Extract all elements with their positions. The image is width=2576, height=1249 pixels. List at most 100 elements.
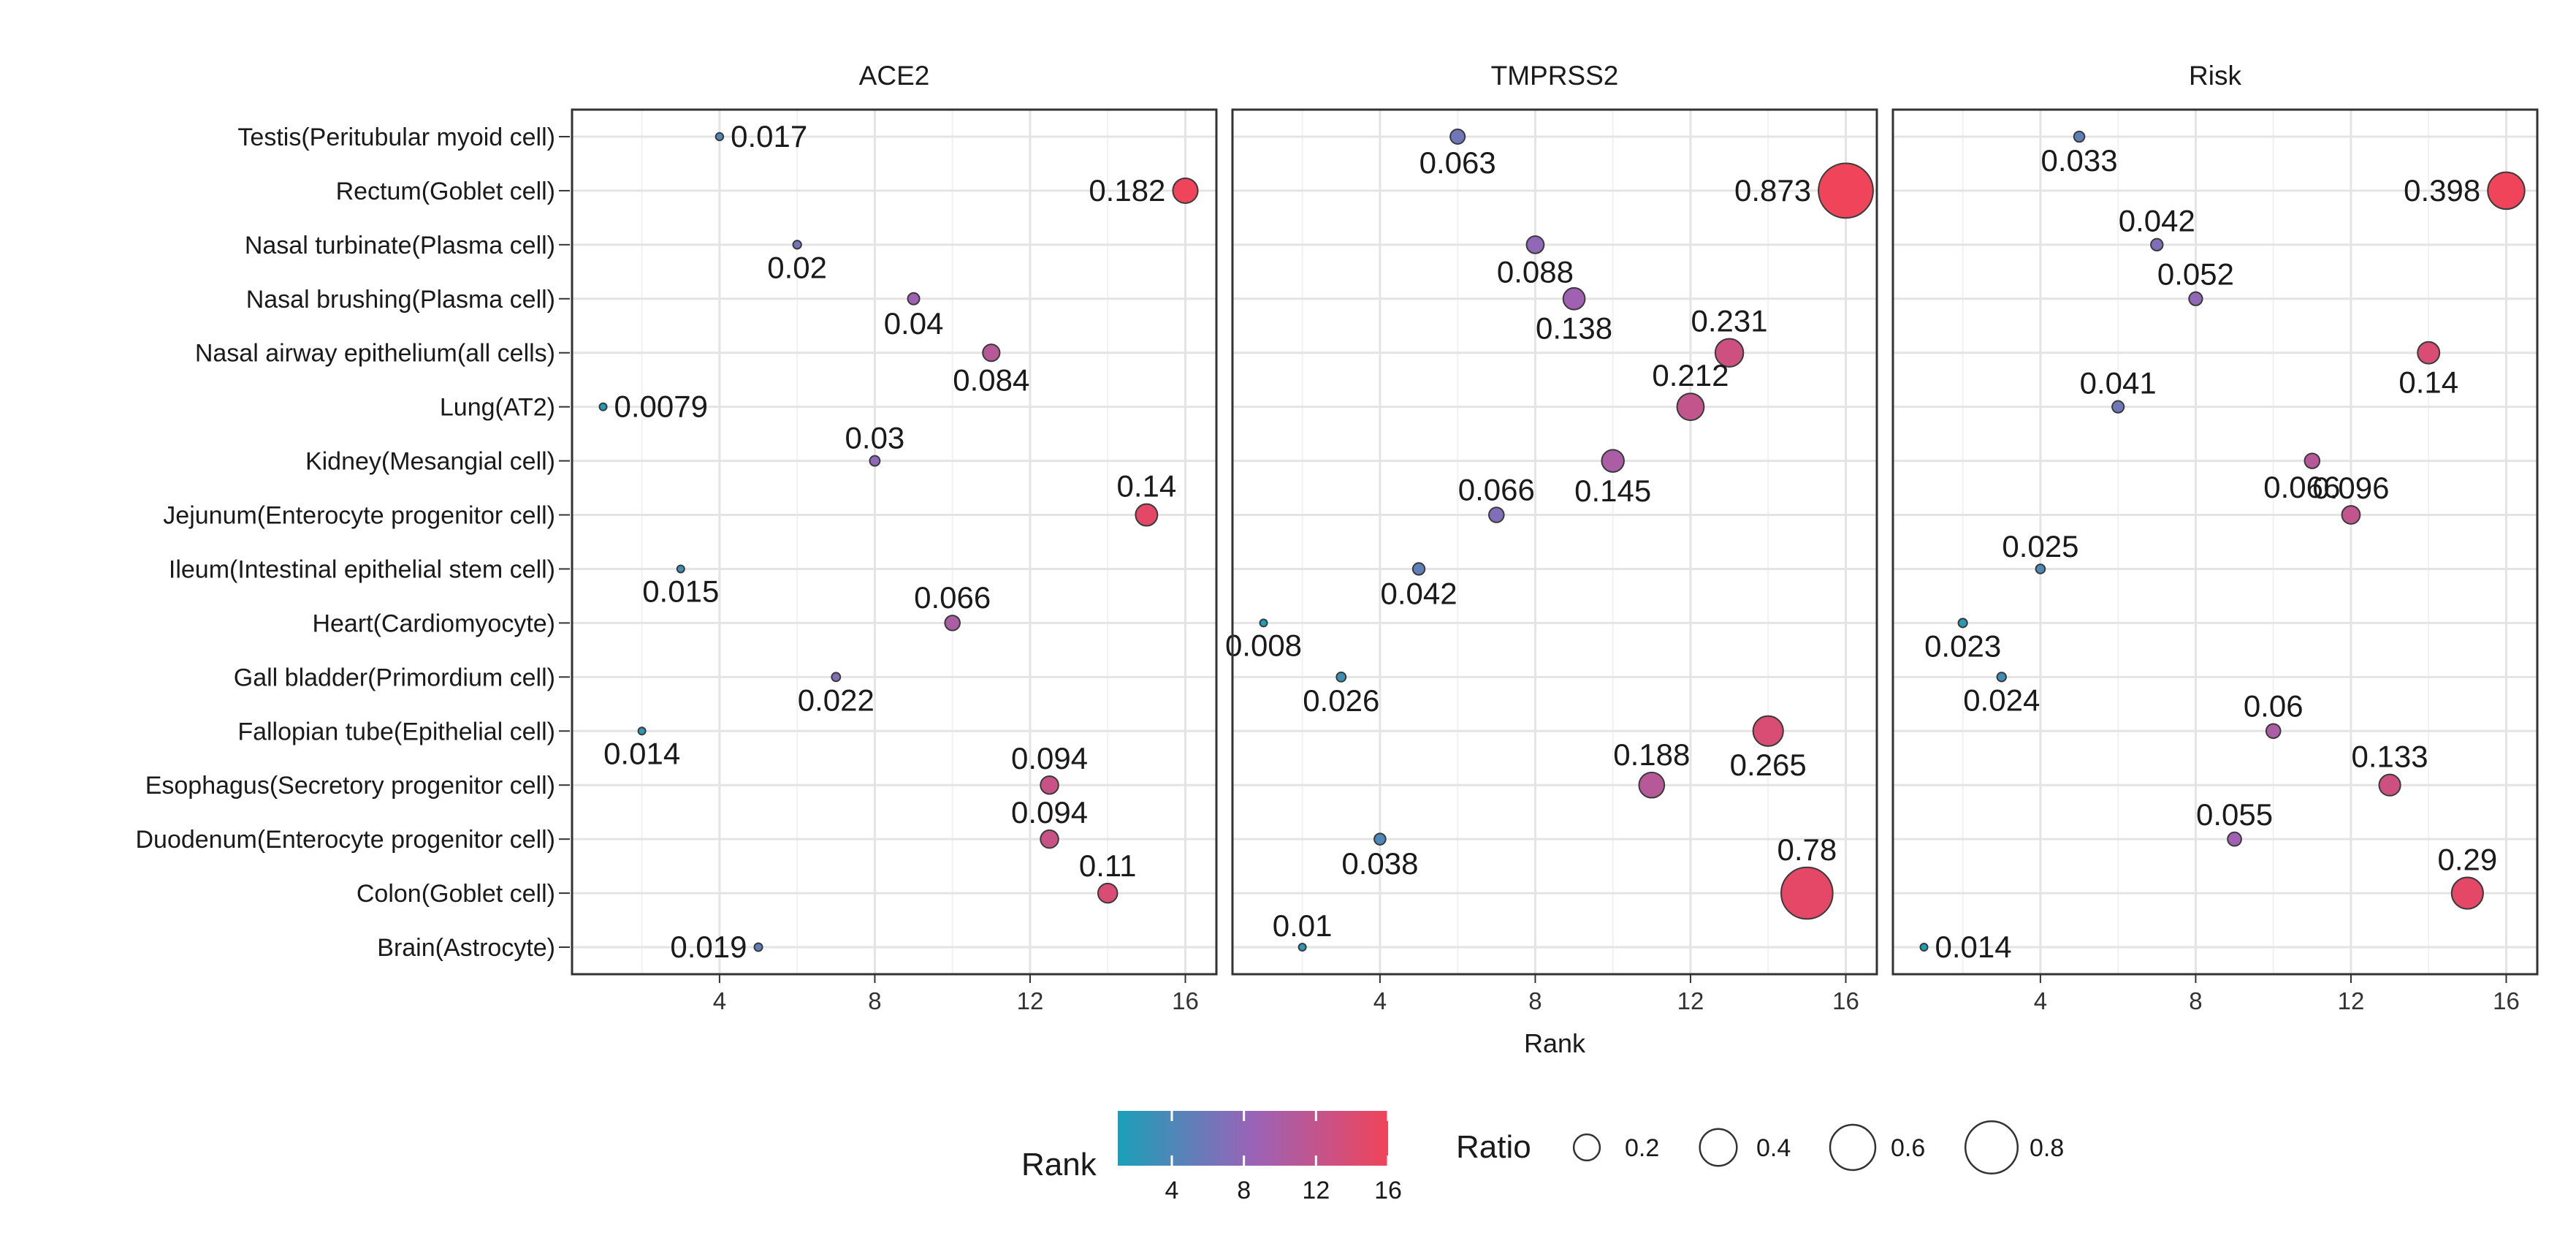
data-label: 0.02 (767, 251, 827, 285)
data-point (1676, 392, 1705, 422)
data-label: 0.055 (2196, 797, 2273, 832)
data-label: 0.019 (670, 930, 747, 964)
data-point (1449, 128, 1466, 145)
x-tick-label: 16 (2493, 987, 2520, 1014)
data-point (2341, 505, 2361, 525)
data-point (2303, 452, 2321, 469)
data-label: 0.066 (1458, 472, 1535, 506)
row-label: Esophagus(Secretory progenitor cell) (145, 772, 555, 800)
data-point (1919, 943, 1929, 952)
data-label: 0.084 (953, 362, 1029, 397)
data-label: 0.042 (2119, 204, 2195, 238)
data-point (1638, 771, 1666, 799)
x-tick-label: 8 (2189, 987, 2202, 1014)
panel-background (1893, 110, 2537, 974)
data-label: 0.212 (1652, 358, 1729, 392)
rank-colorbar (1118, 1111, 1388, 1166)
data-label: 0.873 (1734, 173, 1811, 208)
data-point (1714, 338, 1745, 368)
data-point (792, 240, 802, 250)
facet-panels: ACE2 0.017 0.182 0.02 0.04 0.084 0.0079 0.03 0.1… (571, 61, 2539, 1014)
x-tick-label: 8 (1528, 987, 1542, 1014)
rank-legend-title: Rank (1021, 1147, 1097, 1182)
data-point (2417, 341, 2441, 365)
ratio-legend-title: Ratio (1456, 1129, 1531, 1165)
data-point (1996, 672, 2007, 683)
size-key-label: 0.8 (2030, 1134, 2064, 1162)
x-tick-label: 4 (2034, 987, 2047, 1014)
x-tick-label: 12 (1017, 987, 1044, 1014)
row-label: Duodenum(Enterocyte progenitor cell) (135, 826, 555, 854)
data-point (907, 292, 921, 305)
data-point (637, 726, 647, 736)
size-key-label: 0.2 (1625, 1134, 1659, 1162)
facet-title: Risk (2189, 61, 2241, 91)
row-label: Fallopian tube(Epithelial cell) (237, 718, 555, 745)
panel-border (1231, 108, 1878, 976)
rank-color-legend: Rank 4 8 12 16 (1021, 1111, 1402, 1204)
panel-border (571, 108, 1218, 976)
data-label: 0.041 (2080, 366, 2157, 400)
colorbar-tick-label: 16 (1374, 1177, 1402, 1204)
data-label: 0.094 (1011, 795, 1088, 829)
data-point (715, 132, 725, 142)
facet-panel-risk: Risk0.0330.3980.0420.0520.140.0410.0660.… (1891, 61, 2539, 1014)
rank-colorbar-ticks: 4 8 12 16 (1165, 1111, 1402, 1204)
row-label: Lung(AT2) (440, 394, 555, 422)
data-point (831, 672, 842, 683)
data-label: 0.024 (1963, 683, 2040, 718)
data-label: 0.023 (1924, 629, 2001, 663)
data-label: 0.29 (2437, 843, 2497, 877)
data-label: 0.025 (2002, 529, 2078, 563)
data-point (2378, 773, 2401, 797)
x-tick-label: 4 (1373, 987, 1387, 1014)
data-label: 0.265 (1730, 748, 1807, 782)
ratio-size-keys: 0.2 0.4 0.6 0.8 (1572, 1120, 2064, 1175)
facet-panel-tmprss2: TMPRSS2 0.063 0.873 0.088 0.138 0.231 0.212 0.1… (1225, 61, 1878, 1014)
data-point (676, 564, 685, 574)
row-label: Nasal airway epithelium(all cells) (195, 340, 555, 368)
data-point (1525, 235, 1545, 254)
data-label: 0.11 (1079, 849, 1137, 883)
data-label: 0.096 (2312, 471, 2389, 505)
data-point (1335, 671, 1347, 683)
legend: Rank 4 8 12 16 Ratio 0.2 0.4 0.6 0.8 (1021, 1111, 2064, 1204)
data-point (944, 615, 961, 631)
data-label: 0.14 (2398, 365, 2458, 400)
size-key-circle (1964, 1120, 2019, 1175)
data-point (1172, 177, 1199, 204)
data-point (1373, 832, 1387, 846)
data-label: 0.014 (603, 736, 680, 770)
data-point (1297, 943, 1307, 952)
size-key-circle (1572, 1133, 1601, 1162)
data-label: 0.015 (642, 574, 719, 608)
data-point (1097, 882, 1119, 904)
facet-panel-ace2: ACE2 0.017 0.182 0.02 0.04 0.084 0.0079 0.03 0.1… (571, 61, 1218, 1014)
data-point (1040, 829, 1059, 849)
x-tick-label: 8 (868, 987, 881, 1014)
row-label: Rectum(Goblet cell) (336, 178, 555, 205)
data-label: 0.052 (2157, 257, 2234, 292)
data-label: 0.094 (1011, 741, 1088, 775)
data-label: 0.026 (1303, 683, 1379, 718)
panel-background (1232, 110, 1877, 974)
facet-title: TMPRSS2 (1491, 61, 1619, 91)
x-tick-label: 16 (1832, 987, 1859, 1014)
ratio-size-legend: Ratio 0.2 0.4 0.6 0.8 (1456, 1120, 2064, 1175)
data-point (1818, 162, 1874, 219)
row-label: Ileum(Intestinal epithelial stem cell) (169, 555, 555, 583)
size-key-label: 0.4 (1756, 1134, 1791, 1162)
data-label: 0.231 (1691, 303, 1768, 338)
data-label: 0.066 (2263, 470, 2340, 504)
x-axis-title: Rank (1524, 1028, 1586, 1058)
data-point (1411, 562, 1426, 576)
colorbar-tick-label: 8 (1237, 1177, 1251, 1204)
data-label: 0.138 (1536, 311, 1612, 346)
row-label: Jejunum(Enterocyte progenitor cell) (163, 502, 555, 530)
x-tick-label: 12 (2338, 987, 2365, 1014)
data-point (1040, 775, 1059, 795)
data-label: 0.182 (1089, 173, 1165, 208)
data-point (2450, 876, 2484, 910)
row-label: Nasal turbinate(Plasma cell) (245, 232, 555, 259)
data-label: 0.033 (2040, 143, 2117, 178)
